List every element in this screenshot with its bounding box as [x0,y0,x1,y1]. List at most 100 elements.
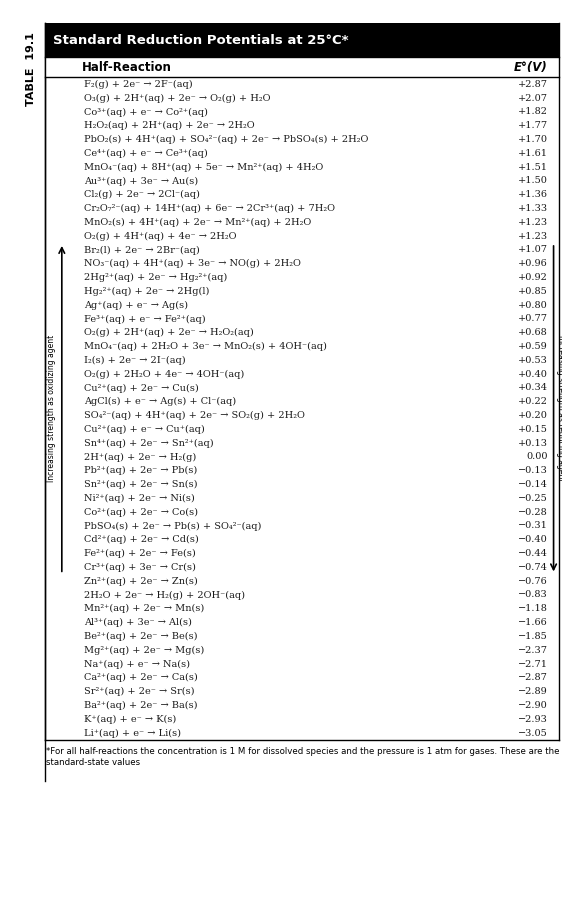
Text: +0.77: +0.77 [518,314,548,323]
Text: +1.61: +1.61 [518,148,548,158]
Text: +1.07: +1.07 [518,245,548,254]
Text: −1.85: −1.85 [518,632,548,641]
Bar [45,77,559,91]
Text: PbO₂(s) + 4H⁺(aq) + SO₄²⁻(aq) + 2e⁻ → PbSO₄(s) + 2H₂O: PbO₂(s) + 4H⁺(aq) + SO₄²⁻(aq) + 2e⁻ → Pb… [84,135,369,144]
Text: Cu²⁺(aq) + 2e⁻ → Cu(s): Cu²⁺(aq) + 2e⁻ → Cu(s) [84,384,199,393]
Text: Ca²⁺(aq) + 2e⁻ → Ca(s): Ca²⁺(aq) + 2e⁻ → Ca(s) [84,673,198,682]
Text: −0.31: −0.31 [518,521,548,530]
Text: Hg₂²⁺(aq) + 2e⁻ → 2Hg(l): Hg₂²⁺(aq) + 2e⁻ → 2Hg(l) [84,287,210,296]
Bar [45,188,559,201]
Text: +0.68: +0.68 [518,328,548,337]
Text: +0.22: +0.22 [518,397,548,406]
Bar [45,298,559,312]
Text: +0.85: +0.85 [518,287,548,296]
Bar [45,560,559,574]
Text: +1.23: +1.23 [518,231,548,241]
Text: +2.07: +2.07 [518,94,548,103]
Bar [45,340,559,353]
Bar [45,602,559,616]
Text: O₃(g) + 2H⁺(aq) + 2e⁻ → O₂(g) + H₂O: O₃(g) + 2H⁺(aq) + 2e⁻ → O₂(g) + H₂O [84,94,271,103]
Bar [45,712,559,726]
Bar [45,423,559,436]
Bar [45,685,559,699]
Text: NO₃⁻(aq) + 4H⁺(aq) + 3e⁻ → NO(g) + 2H₂O: NO₃⁻(aq) + 4H⁺(aq) + 3e⁻ → NO(g) + 2H₂O [84,260,301,269]
Text: −0.28: −0.28 [518,507,548,517]
Text: E°(V): E°(V) [514,61,548,74]
Text: Increasing strength as reducing agent: Increasing strength as reducing agent [556,335,562,482]
Text: Pb²⁺(aq) + 2e⁻ → Pb(s): Pb²⁺(aq) + 2e⁻ → Pb(s) [84,466,198,476]
Text: −2.37: −2.37 [518,646,548,655]
Bar [45,409,559,423]
Bar [45,547,559,560]
Text: Cu²⁺(aq) + e⁻ → Cu⁺(aq): Cu²⁺(aq) + e⁻ → Cu⁺(aq) [84,425,205,434]
Text: Fe³⁺(aq) + e⁻ → Fe²⁺(aq): Fe³⁺(aq) + e⁻ → Fe²⁺(aq) [84,314,206,323]
Text: O₂(g) + 4H⁺(aq) + 4e⁻ → 2H₂O: O₂(g) + 4H⁺(aq) + 4e⁻ → 2H₂O [84,231,237,241]
Text: Mn²⁺(aq) + 2e⁻ → Mn(s): Mn²⁺(aq) + 2e⁻ → Mn(s) [84,604,205,613]
Text: +1.70: +1.70 [518,135,548,144]
Text: Na⁺(aq) + e⁻ → Na(s): Na⁺(aq) + e⁻ → Na(s) [84,660,191,669]
Bar [45,23,559,57]
Bar [45,616,559,630]
Bar [45,394,559,409]
Text: Zn²⁺(aq) + 2e⁻ → Zn(s): Zn²⁺(aq) + 2e⁻ → Zn(s) [84,577,198,586]
Text: −3.05: −3.05 [518,729,548,738]
Text: −1.66: −1.66 [518,618,548,627]
Text: +1.36: +1.36 [518,190,548,200]
Bar [45,657,559,670]
Text: +0.15: +0.15 [518,425,548,434]
Bar [45,326,559,340]
Bar [45,492,559,506]
Text: +2.87: +2.87 [518,80,548,89]
Text: −0.25: −0.25 [518,494,548,503]
Text: O₂(g) + 2H⁺(aq) + 2e⁻ → H₂O₂(aq): O₂(g) + 2H⁺(aq) + 2e⁻ → H₂O₂(aq) [84,328,254,337]
Bar [45,118,559,133]
Text: +0.92: +0.92 [518,273,548,282]
Text: Sn²⁺(aq) + 2e⁻ → Sn(s): Sn²⁺(aq) + 2e⁻ → Sn(s) [84,480,198,489]
Text: Fe²⁺(aq) + 2e⁻ → Fe(s): Fe²⁺(aq) + 2e⁻ → Fe(s) [84,549,196,558]
Text: Standard Reduction Potentials at 25°C*: Standard Reduction Potentials at 25°C* [53,34,349,46]
Text: Cl₂(g) + 2e⁻ → 2Cl⁻(aq): Cl₂(g) + 2e⁻ → 2Cl⁻(aq) [84,190,200,200]
Text: *For all half-reactions the concentration is 1 M for dissolved species and the p: *For all half-reactions the concentratio… [46,747,560,766]
Text: F₂(g) + 2e⁻ → 2F⁻(aq): F₂(g) + 2e⁻ → 2F⁻(aq) [84,80,193,89]
Text: Br₂(l) + 2e⁻ → 2Br⁻(aq): Br₂(l) + 2e⁻ → 2Br⁻(aq) [84,245,200,254]
Bar [45,215,559,230]
Text: H₂O₂(aq) + 2H⁺(aq) + 2e⁻ → 2H₂O: H₂O₂(aq) + 2H⁺(aq) + 2e⁻ → 2H₂O [84,121,255,130]
Text: Cr₂O₇²⁻(aq) + 14H⁺(aq) + 6e⁻ → 2Cr³⁺(aq) + 7H₂O: Cr₂O₇²⁻(aq) + 14H⁺(aq) + 6e⁻ → 2Cr³⁺(aq)… [84,204,336,213]
Text: Co²⁺(aq) + 2e⁻ → Co(s): Co²⁺(aq) + 2e⁻ → Co(s) [84,507,198,517]
Text: +0.40: +0.40 [518,370,548,379]
Bar [45,133,559,147]
Text: +0.80: +0.80 [518,301,548,310]
Text: Cd²⁺(aq) + 2e⁻ → Cd(s): Cd²⁺(aq) + 2e⁻ → Cd(s) [84,536,199,545]
Text: +0.53: +0.53 [518,356,548,365]
Text: Ce⁴⁺(aq) + e⁻ → Ce³⁺(aq): Ce⁴⁺(aq) + e⁻ → Ce³⁺(aq) [84,148,208,158]
Text: Half-Reaction: Half-Reaction [81,61,171,74]
Bar [45,160,559,174]
Text: −0.40: −0.40 [518,536,548,544]
Bar [45,105,559,118]
Bar [45,589,559,602]
Text: +1.50: +1.50 [518,177,548,186]
Text: +0.20: +0.20 [518,411,548,420]
Text: +1.77: +1.77 [518,121,548,130]
Text: TABLE  19.1: TABLE 19.1 [26,32,36,106]
Text: Sr²⁺(aq) + 2e⁻ → Sr(s): Sr²⁺(aq) + 2e⁻ → Sr(s) [84,687,195,696]
Text: +0.96: +0.96 [518,260,548,268]
Bar [45,630,559,643]
Text: Co³⁺(aq) + e⁻ → Co²⁺(aq): Co³⁺(aq) + e⁻ → Co²⁺(aq) [84,107,208,117]
Bar [45,353,559,367]
Text: −0.44: −0.44 [518,549,548,558]
Text: −2.93: −2.93 [518,715,548,723]
Text: +0.13: +0.13 [518,439,548,447]
Text: MnO₄⁻(aq) + 8H⁺(aq) + 5e⁻ → Mn²⁺(aq) + 4H₂O: MnO₄⁻(aq) + 8H⁺(aq) + 5e⁻ → Mn²⁺(aq) + 4… [84,162,324,171]
Bar [45,450,559,464]
Text: 2H⁺(aq) + 2e⁻ → H₂(g): 2H⁺(aq) + 2e⁻ → H₂(g) [84,453,197,462]
Text: −0.83: −0.83 [518,590,548,599]
Bar [45,271,559,284]
Text: +1.51: +1.51 [518,163,548,171]
Text: −0.76: −0.76 [518,577,548,586]
Text: Increasing strength as oxidizing agent: Increasing strength as oxidizing agent [47,335,56,482]
Text: 2Hg²⁺(aq) + 2e⁻ → Hg₂²⁺(aq): 2Hg²⁺(aq) + 2e⁻ → Hg₂²⁺(aq) [84,273,228,282]
Bar [45,230,559,243]
Bar [45,312,559,326]
Text: Au³⁺(aq) + 3e⁻ → Au(s): Au³⁺(aq) + 3e⁻ → Au(s) [84,177,198,186]
